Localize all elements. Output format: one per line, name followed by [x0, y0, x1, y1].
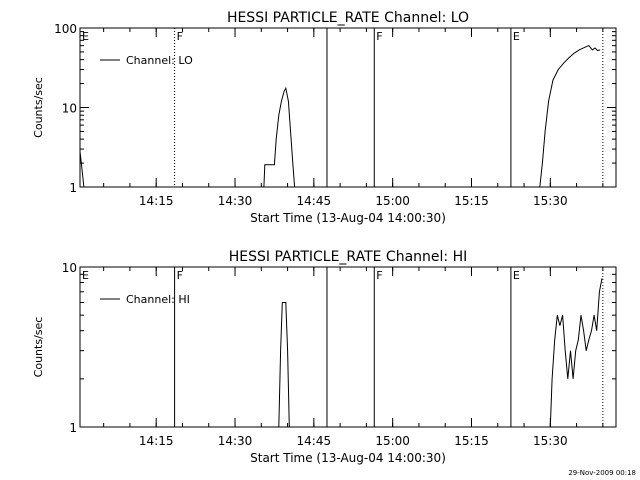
chart1-title: HESSI PARTICLE_RATE Channel: LO: [227, 10, 469, 26]
chart1-xtick-label: 14:15: [139, 194, 174, 208]
chart1-xtick-label: 14:45: [297, 194, 332, 208]
chart2-xtick-label: 15:15: [454, 434, 489, 448]
footer-timestamp: 29-Nov-2009 00:18: [568, 469, 636, 477]
chart2-xtick-label: 14:45: [297, 434, 332, 448]
chart2-xtick-label: 15:00: [375, 434, 410, 448]
chart1-group: HESSI PARTICLE_RATE Channel: LO Counts/se…: [32, 10, 617, 225]
chart2-frame: [79, 266, 617, 428]
chart1-series-line: [539, 44, 601, 188]
chart1-ytick-label: 1: [69, 181, 77, 195]
chart2-ytick-label: 10: [62, 261, 77, 275]
chart2-marker-label: E: [82, 269, 89, 282]
chart1-series-line: [263, 86, 296, 188]
chart2-series-line: [549, 278, 603, 428]
chart1-marker-label: F: [376, 30, 382, 43]
chart2-marker-label: F: [376, 269, 382, 282]
chart1-xtick-label: 14:30: [218, 194, 253, 208]
chart1-ylabel: Counts/sec: [32, 77, 45, 138]
chart2-legend-label: Channel: HI: [126, 293, 190, 306]
chart2-ytick-label: 1: [69, 421, 77, 435]
chart2-marker-label: F: [177, 269, 183, 282]
chart1-ytick-label: 10: [62, 102, 77, 116]
chart1-marker-label: E: [513, 30, 520, 43]
chart1-marker-label: E: [82, 30, 89, 43]
chart1-series-line: [79, 151, 85, 188]
chart2-series-line: [278, 302, 290, 428]
chart2-group: HESSI PARTICLE_RATE Channel: HI Counts/se…: [32, 249, 617, 465]
chart1-frame: [79, 27, 617, 188]
chart1-xtick-label: 15:15: [454, 194, 489, 208]
chart2-title: HESSI PARTICLE_RATE Channel: HI: [229, 249, 467, 265]
chart1-legend-label: Channel: LO: [126, 54, 193, 67]
chart2-xtick-label: 14:30: [218, 434, 253, 448]
chart2-xlabel: Start Time (13-Aug-04 14:00:30): [250, 451, 446, 465]
chart2-xtick-label: 14:15: [139, 434, 174, 448]
chart1-xtick-label: 15:00: [375, 194, 410, 208]
chart2-xtick-label: 15:30: [533, 434, 568, 448]
chart1-ytick-label: 100: [54, 22, 77, 36]
chart1-xlabel: Start Time (13-Aug-04 14:00:30): [250, 211, 446, 225]
chart1-xtick-label: 15:30: [533, 194, 568, 208]
chart1-marker-label: F: [177, 30, 183, 43]
chart2-marker-label: E: [513, 269, 520, 282]
chart2-ylabel: Counts/sec: [32, 317, 45, 378]
